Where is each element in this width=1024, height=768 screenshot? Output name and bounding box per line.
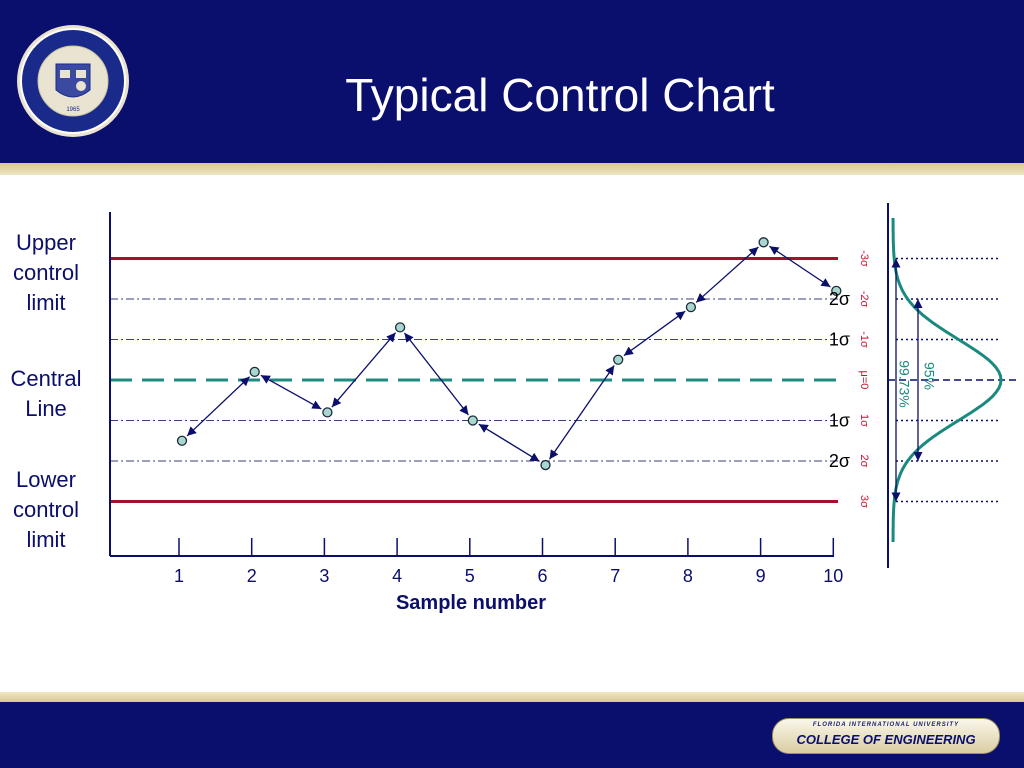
upper-label-line-2: control xyxy=(12,260,80,285)
data-segment xyxy=(769,245,831,288)
sigma-band-label: 1σ xyxy=(829,330,850,350)
data-point xyxy=(249,366,260,378)
sigma-axis-label: 1σ xyxy=(858,414,870,427)
data-point xyxy=(758,237,769,248)
data-segment xyxy=(260,374,322,410)
data-point xyxy=(394,322,406,333)
slide-title: Typical Control Chart xyxy=(345,69,775,121)
badge-college-name: COLLEGE OF ENGINEERING xyxy=(796,732,976,747)
x-tick-label: 3 xyxy=(319,566,329,586)
central-label-line-1: Central xyxy=(10,366,82,391)
central-line-label: Central Line xyxy=(0,364,92,424)
lower-label-line-2: control xyxy=(12,497,80,522)
data-point xyxy=(176,435,188,446)
sigma-band-label: 2σ xyxy=(829,451,850,471)
seal-text: 1965 xyxy=(66,107,80,113)
data-segment xyxy=(403,332,470,416)
central-label-line-2: Line xyxy=(25,396,67,421)
data-segment xyxy=(548,365,615,460)
x-tick-label: 2 xyxy=(247,566,257,586)
upper-control-limit-label: Upper control limit xyxy=(0,228,92,318)
lower-label-line-1: Lower xyxy=(16,467,76,492)
data-segment xyxy=(331,332,397,408)
x-axis-title: Sample number xyxy=(396,592,546,614)
x-tick-label: 5 xyxy=(465,566,475,586)
sigma-axis-label: 2σ xyxy=(858,455,870,468)
x-tick-label: 9 xyxy=(756,566,766,586)
sigma-band-label: 1σ xyxy=(829,411,850,431)
x-tick-label: 1 xyxy=(174,566,184,586)
sigma-axis-label: -2σ xyxy=(858,291,870,308)
data-point xyxy=(540,459,551,471)
data-segment xyxy=(478,423,540,462)
lower-label-line-3: limit xyxy=(26,527,66,552)
range-99-label: 99.73% xyxy=(896,360,912,407)
sigma-band-label: 2σ xyxy=(829,289,850,309)
data-segment xyxy=(695,246,759,303)
university-seal-logo: 1965 xyxy=(17,25,129,137)
header-bar xyxy=(0,0,1024,163)
footer-gold-stripe xyxy=(0,692,1024,702)
college-badge-logo: FLORIDA INTERNATIONAL UNIVERSITY COLLEGE… xyxy=(772,718,1000,754)
header-gold-stripe xyxy=(0,163,1024,175)
x-tick-label: 7 xyxy=(610,566,620,586)
upper-label-line-1: Upper xyxy=(16,230,76,255)
x-tick-label: 8 xyxy=(683,566,693,586)
data-point xyxy=(322,407,333,418)
lower-control-limit-label: Lower control limit xyxy=(0,465,92,555)
x-tick-label: 10 xyxy=(823,566,843,586)
badge-university-name: FLORIDA INTERNATIONAL UNIVERSITY xyxy=(812,722,960,728)
data-point xyxy=(467,415,478,426)
data-segment xyxy=(186,376,251,437)
sigma-axis-label: -1σ xyxy=(858,331,870,348)
x-tick-label: 4 xyxy=(392,566,402,586)
data-point xyxy=(613,354,624,365)
upper-label-line-3: limit xyxy=(26,290,66,315)
sigma-axis-label: 3σ xyxy=(858,495,870,508)
x-tick-label: 6 xyxy=(537,566,547,586)
range-95-label: 95% xyxy=(921,362,937,390)
sigma-axis-label: -3σ xyxy=(858,250,870,267)
data-point xyxy=(831,285,842,297)
data-segment xyxy=(623,310,686,357)
data-point xyxy=(685,301,697,313)
sigma-axis-label: μ=0 xyxy=(858,371,870,390)
control-chart: 1 2 3 4 5 6 7 8 9 10 Sample number 2σ 1σ 1σ 2σ -3σ -2σ -1… xyxy=(109,203,1016,614)
